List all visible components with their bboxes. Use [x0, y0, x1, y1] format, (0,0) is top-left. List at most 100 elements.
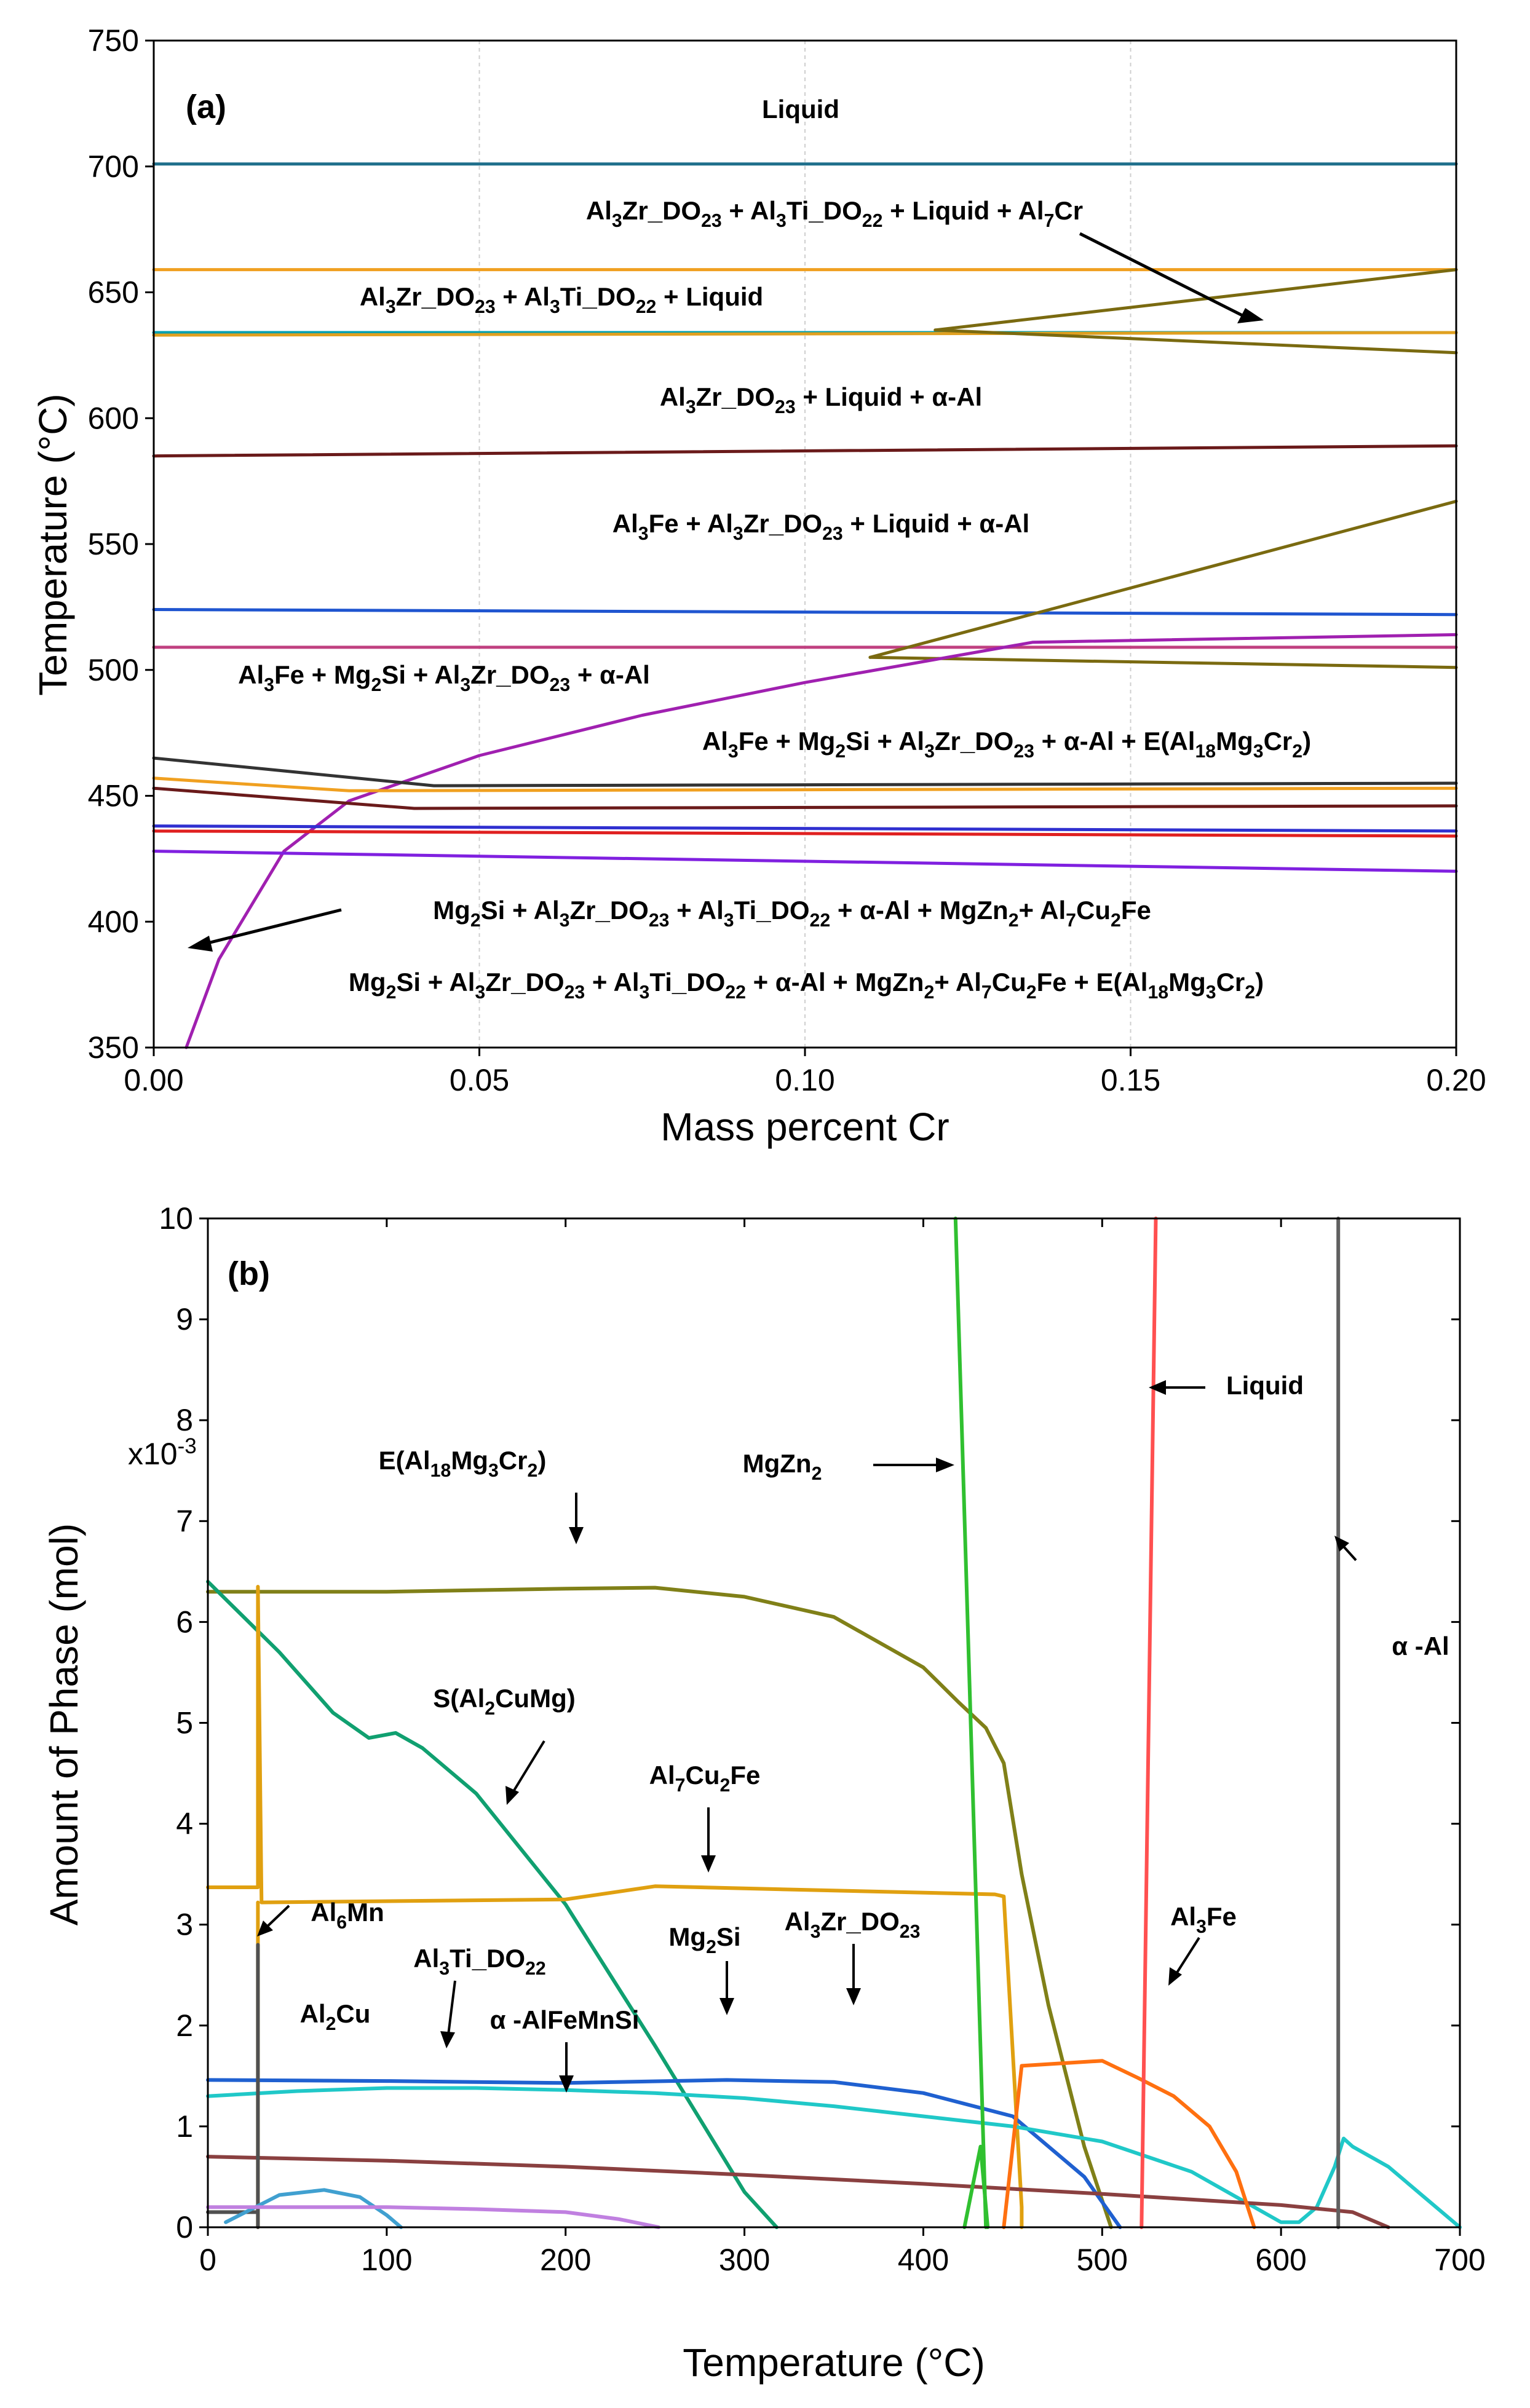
arrowhead-al3fe	[1168, 1967, 1182, 1986]
series-a-al7cr-lower	[933, 328, 1458, 355]
y-tick-label: 700	[88, 149, 139, 184]
series-a-mg2si-start	[152, 608, 1458, 617]
series-a-al3fe-start	[152, 444, 1458, 458]
x-axis-label-a: Mass percent Cr	[660, 1105, 949, 1149]
x-tick-label: 700	[1434, 2243, 1485, 2277]
arrowhead-al3ti	[440, 2031, 455, 2048]
series-b-al3zr-do23	[206, 2086, 1462, 2229]
y-tick-label: 1	[176, 2109, 193, 2144]
chart-panel-b: 0 100 200 300 400 500 600 700 0 1 2 3 4 5 6 7 8 9 10 (b) T…	[42, 1201, 1486, 2385]
x-axis-label-b: Temperature (°C)	[683, 2340, 985, 2385]
y-tick-label: 8	[176, 1403, 193, 1437]
y-multiplier-b: x10-3	[128, 1434, 197, 1471]
phase-label-mg2si: Mg2Si	[668, 1922, 740, 1957]
arrowhead-mgzn2	[936, 1458, 954, 1472]
y-tick-label: 750	[88, 23, 139, 58]
series-a-e-al18mg3cr2-upper	[868, 499, 1458, 659]
y-tick-label: 5	[176, 1706, 193, 1740]
y-tick-label: 350	[88, 1030, 139, 1065]
y-axis-label-a: Temperature (°C)	[31, 393, 75, 696]
phase-label-alpha-al: α -Al	[1392, 1632, 1449, 1660]
y-tick-label: 600	[88, 401, 139, 435]
ticks-a: 0.00 0.05 0.10 0.15 0.20 350 400 450 500 550 600 65…	[88, 23, 1486, 1097]
phase-label-alpha-alfemnsi: α -AlFeMnSi	[490, 2005, 640, 2034]
series-b-mg2si	[206, 2078, 1122, 2229]
arrowhead-al7cu2fe	[701, 1855, 716, 1873]
y-tick-label: 450	[88, 779, 139, 813]
series-a-line-438	[152, 824, 1458, 833]
chart-panel-a: 0.00 0.05 0.10 0.15 0.20 350 400 450 500 550 600 65…	[31, 23, 1486, 1149]
arrowhead-alpha-al	[1334, 1536, 1349, 1552]
phase-label-al2cu: Al2Cu	[300, 1999, 371, 2034]
phase-label-s: S(Al2CuMg)	[433, 1684, 575, 1719]
annotation-arrowhead-low-temp	[188, 936, 213, 952]
arrowhead-s	[505, 1786, 519, 1805]
series-a--al-start	[152, 331, 1458, 337]
region-label-mgzn2-al7cu2fe: Mg2Si + Al3Zr_DO23 + Al3Ti_DO22 + α-Al +…	[433, 896, 1151, 931]
series-a-line-457	[152, 776, 1458, 792]
x-tick-label: 0	[199, 2243, 216, 2277]
arrow-al3ti	[446, 1980, 456, 2040]
y-tick-label: 9	[176, 1302, 193, 1336]
region-label-al3zr-liquid-al: Al3Zr_DO23 + Liquid + α-Al	[660, 382, 982, 417]
y-tick-label: 0	[176, 2210, 193, 2244]
y-tick-label: 550	[88, 527, 139, 561]
y-axis-label-b: Amount of Phase (mol)	[42, 1523, 86, 1926]
y-tick-label: 6	[176, 1605, 193, 1639]
region-label-al3fe-al3zr-liquid-al: Al3Fe + Al3Zr_DO23 + Liquid + α-Al	[612, 509, 1029, 544]
series-b-al3ti-do22	[206, 2155, 1390, 2229]
arrowhead-al3zr	[846, 1988, 861, 2005]
panel-label-a: (a)	[186, 89, 226, 125]
series-a-line-453	[152, 786, 1458, 810]
series-group-b	[206, 1217, 1462, 2229]
arrowhead-mg2si	[719, 1998, 734, 2015]
x-tick-label: 0.00	[124, 1063, 183, 1097]
phase-label-al3fe: Al3Fe	[1170, 1902, 1237, 1937]
x-tick-label: 500	[1077, 2243, 1128, 2277]
series-b-al2cu	[224, 2188, 403, 2229]
x-tick-label: 0.05	[450, 1063, 509, 1097]
ticks-b: 0 100 200 300 400 500 600 700 0 1 2 3 4 5 6 7 8 9 10	[159, 1201, 1485, 2277]
series-a-line-465	[152, 756, 1458, 788]
annotation-arrow-al7cr	[1079, 232, 1250, 320]
region-label-al3zr-al3ti-liquid: Al3Zr_DO23 + Al3Ti_DO22 + Liquid	[360, 282, 763, 317]
x-tick-label: 600	[1255, 2243, 1306, 2277]
y-tick-label: 4	[176, 1807, 193, 1841]
phase-label-al3zr: Al3Zr_DO23	[785, 1907, 921, 1942]
series-a-line-436	[152, 829, 1458, 838]
y-tick-label: 3	[176, 1908, 193, 1942]
y-tick-label: 10	[159, 1201, 193, 1236]
arrowhead-e	[569, 1527, 584, 1544]
y-tick-label: 500	[88, 653, 139, 687]
series-b-al3fe	[1002, 2059, 1256, 2229]
region-label-liquid: Liquid	[762, 95, 839, 124]
phase-label-al6mn: Al6Mn	[311, 1898, 384, 1933]
arrowhead-alpha-alfemnsi	[559, 2075, 574, 2093]
series-b-al7cu2fe	[206, 1585, 1024, 2229]
series-b-mgzn2-tail	[962, 2144, 990, 2229]
region-label-al7cr: Al3Zr_DO23 + Al3Ti_DO22 + Liquid + Al7Cr	[586, 196, 1083, 231]
series-b-al6mn	[206, 1943, 260, 2229]
region-label-al3fe-mg2si-al3zr-al: Al3Fe + Mg2Si + Al3Zr_DO23 + α-Al	[238, 660, 650, 695]
series-a-e-al18mg3cr2-solvus	[184, 633, 1458, 1049]
series-a-al7cr-upper	[933, 268, 1458, 332]
phase-arrowheads	[257, 1380, 1349, 2093]
phase-label-mgzn2: MgZn2	[743, 1449, 822, 1484]
arrow-s	[509, 1740, 545, 1798]
x-tick-label: 200	[540, 2243, 591, 2277]
y-tick-label: 7	[176, 1504, 193, 1538]
x-tick-label: 400	[898, 2243, 949, 2277]
annotation-arrowhead-al7cr	[1237, 308, 1264, 323]
x-tick-label: 0.10	[775, 1063, 834, 1097]
annotation-arrow-low-temp	[202, 908, 342, 946]
series-b--alfemnsi	[206, 2205, 660, 2229]
y-tick-label: 650	[88, 275, 139, 310]
series-group-a	[152, 162, 1458, 1049]
series-a-e-al18mg3cr2-lower	[868, 655, 1458, 669]
series-b-e-al18mg3cr2-	[206, 1585, 1113, 2229]
x-tick-label: 300	[719, 2243, 770, 2277]
arrowhead-al6mn	[257, 1920, 273, 1936]
arrow-al3fe	[1172, 1936, 1200, 1980]
arrowhead-liquid	[1149, 1380, 1166, 1395]
